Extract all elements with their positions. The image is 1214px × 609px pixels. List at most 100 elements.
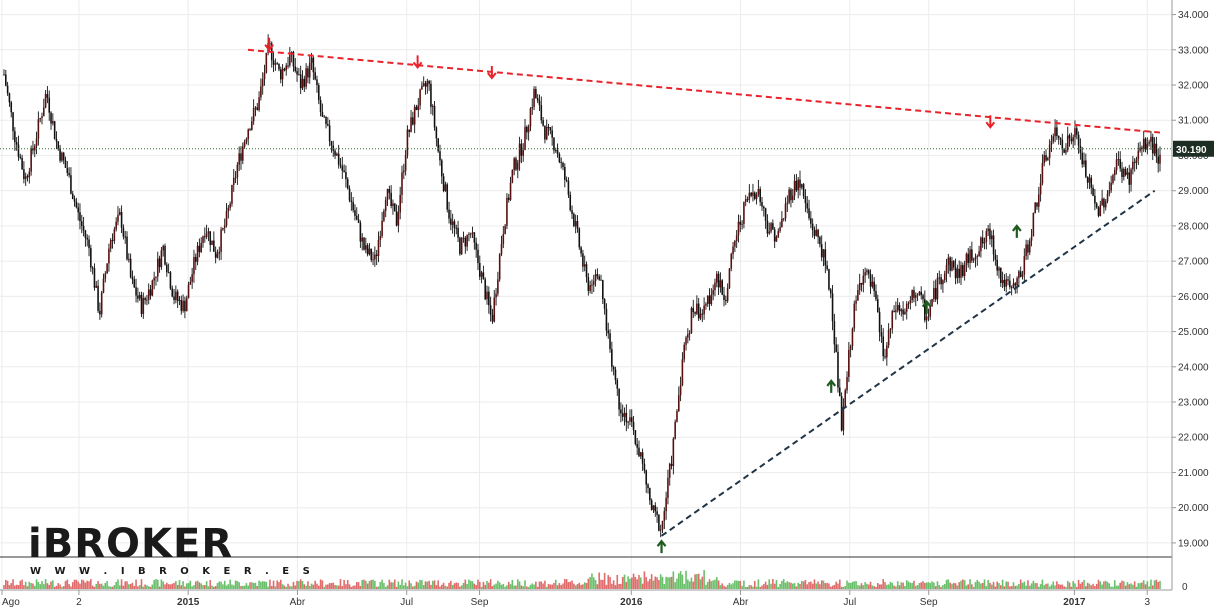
volume-bar (799, 583, 801, 589)
volume-bar (249, 582, 251, 589)
volume-bar (627, 576, 629, 589)
volume-bar (600, 579, 602, 589)
last-price-marker: 30.190 (0, 140, 1214, 157)
candle-body (806, 203, 809, 209)
volume-bar (665, 576, 667, 589)
candle-body (533, 89, 535, 107)
volume-bar (267, 586, 269, 589)
candle-body (583, 264, 586, 267)
candle-body (620, 409, 622, 414)
candle-body (234, 177, 237, 179)
volume-bar (706, 581, 709, 589)
volume-bar (929, 583, 932, 589)
candle-body (129, 258, 132, 278)
volume-bar (853, 581, 856, 589)
volume-bar (553, 582, 555, 589)
candle-body (985, 231, 988, 243)
volume-bar (636, 579, 638, 589)
candle-body (625, 412, 628, 423)
candle-body (64, 160, 67, 168)
volume-bar (471, 581, 474, 589)
volume-bar (477, 579, 479, 589)
volume-bar (1039, 584, 1042, 589)
volume-bar (1083, 579, 1085, 589)
candle-body (759, 189, 761, 203)
volume-bar (155, 579, 157, 589)
candle-body (659, 529, 662, 531)
volume-bar (571, 580, 573, 589)
volume-bar (866, 583, 868, 589)
candle-body (1123, 169, 1125, 178)
volume-bar (453, 583, 456, 589)
volume-bar (533, 584, 535, 589)
candle-body (1142, 138, 1145, 150)
candle-body (287, 65, 289, 67)
candle-body (115, 221, 117, 230)
volume-bar (849, 582, 852, 589)
candle-body (507, 197, 510, 200)
volume-bar (867, 584, 870, 589)
candle-body (256, 107, 259, 110)
volume-bar (647, 581, 649, 589)
volume-bar (117, 579, 119, 589)
candle-body (173, 296, 175, 301)
candle-body (8, 93, 11, 103)
volume-bar (848, 582, 850, 589)
candle-body (12, 112, 14, 132)
candle-body (949, 257, 951, 271)
candle-body (334, 150, 336, 156)
volume-bar (126, 581, 128, 589)
candle-body (41, 116, 43, 119)
candle-body (1135, 159, 1138, 163)
volume-bar (629, 578, 631, 589)
volume-bar (314, 580, 316, 589)
candle-body (855, 300, 857, 304)
y-tick-label: 21.000 (1178, 468, 1209, 479)
candle-body (205, 233, 208, 237)
candle-body (403, 170, 405, 173)
candle-body (987, 228, 989, 232)
volume-bar (142, 586, 145, 589)
volume-bar (972, 586, 975, 589)
volume-bar (408, 580, 411, 589)
candle-body (547, 126, 550, 128)
volume-bar (887, 584, 890, 589)
candle-body (317, 85, 320, 101)
volume-bar (933, 582, 935, 589)
volume-bar (1157, 582, 1159, 589)
candle-body (942, 280, 944, 285)
volume-bar (245, 583, 248, 589)
candle-body (444, 184, 447, 191)
volume-bar (927, 582, 930, 589)
candle-body (272, 60, 275, 65)
volume-bar (1095, 583, 1098, 589)
volume-bar (17, 585, 20, 589)
candle-body (1159, 154, 1161, 164)
volume-bar (846, 580, 848, 589)
volume-bar (372, 579, 374, 589)
volume-bar (578, 582, 581, 589)
volume-bar (793, 582, 796, 589)
volume-bar (274, 586, 277, 589)
candle-body (896, 305, 899, 311)
candle-body (307, 68, 309, 78)
candle-body (153, 277, 155, 281)
volume-bar (68, 584, 70, 589)
volume-bar (131, 582, 134, 589)
candle-body (708, 295, 711, 305)
volume-bar (947, 579, 950, 589)
volume-bar (820, 580, 823, 589)
candle-body (688, 332, 691, 335)
candle-body (1151, 136, 1154, 154)
candle-body (705, 303, 707, 306)
candle-body (1083, 160, 1085, 165)
candle-body (133, 279, 136, 288)
candle-body (471, 232, 474, 234)
candle-body (931, 299, 933, 306)
volume-bar (265, 581, 268, 589)
candle-body (1115, 159, 1118, 171)
volume-bar (891, 582, 894, 589)
volume-bar (844, 586, 847, 589)
volume-bar (717, 580, 720, 589)
candle-body (502, 233, 505, 245)
